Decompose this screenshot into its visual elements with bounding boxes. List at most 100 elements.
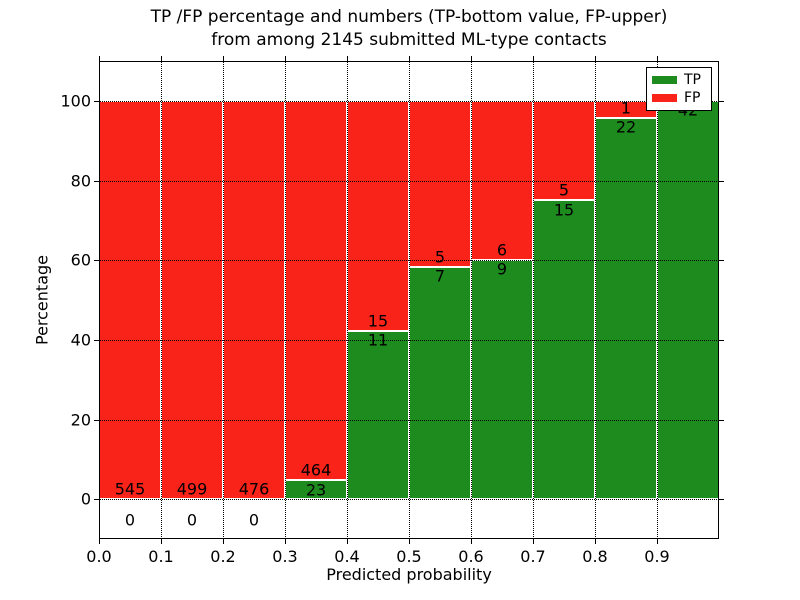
tp-count-label: 11 — [367, 330, 389, 350]
grid-line-horizontal — [99, 339, 719, 341]
tp-count-label: 22 — [615, 117, 637, 137]
x-axis-label: Predicted probability — [326, 565, 492, 584]
y-tick-mark-right — [719, 499, 724, 501]
y-tick-mark-right — [719, 419, 724, 421]
grid-line-vertical — [657, 61, 658, 539]
legend-row: FP — [652, 91, 706, 105]
fp-count-label: 464 — [300, 460, 332, 480]
grid-line-vertical — [223, 61, 224, 539]
grid-line-horizontal — [99, 180, 719, 182]
x-tick-mark-top — [595, 56, 596, 61]
bar-segment-fp — [471, 100, 533, 261]
bar-segment-fp — [161, 100, 223, 500]
x-tick-mark — [99, 539, 100, 544]
x-tick-mark — [657, 539, 658, 544]
x-tick-mark-top — [347, 56, 348, 61]
y-tick-mark-right — [719, 260, 724, 262]
bar-segment-fp — [533, 100, 595, 201]
y-tick-mark-right — [719, 339, 724, 341]
bar-segment-fp — [285, 100, 347, 481]
y-tick-mark — [94, 260, 99, 262]
y-tick-mark — [94, 180, 99, 182]
tp-count-label: 0 — [186, 510, 198, 530]
y-tick-label: 60 — [70, 250, 91, 270]
tp-count-label: 23 — [305, 480, 327, 500]
fp-count-label: 6 — [496, 240, 508, 260]
x-tick-mark-top — [409, 56, 410, 61]
x-tick-mark-top — [99, 56, 100, 61]
grid-line-vertical — [347, 61, 348, 539]
grid-line-vertical — [409, 61, 410, 539]
y-tick-label: 40 — [70, 330, 91, 350]
grid-line-vertical — [595, 61, 596, 539]
x-tick-mark-top — [471, 56, 472, 61]
x-tick-label: 0.8 — [582, 547, 608, 566]
grid-line-horizontal — [99, 260, 719, 262]
bar-segment-fp — [409, 100, 471, 267]
fp-count-label: 499 — [176, 479, 208, 499]
grid-line-vertical — [533, 61, 534, 539]
legend-swatch-fp — [652, 93, 677, 102]
tp-count-label: 0 — [124, 510, 136, 530]
tp-count-label: 7 — [434, 266, 446, 286]
x-tick-label: 0.1 — [148, 547, 174, 566]
grid-line-vertical — [161, 61, 162, 539]
x-tick-label: 0.0 — [86, 547, 112, 566]
chart-title-line2: from among 2145 submitted ML-type contac… — [211, 30, 607, 50]
fp-count-label: 1 — [620, 98, 632, 118]
y-tick-mark — [94, 499, 99, 501]
legend-swatch-tp — [652, 76, 677, 85]
y-tick-mark-right — [719, 180, 724, 182]
x-tick-mark — [595, 539, 596, 544]
x-tick-mark — [223, 539, 224, 544]
fp-count-label: 476 — [238, 479, 270, 499]
y-tick-label: 100 — [60, 91, 91, 111]
chart-title-line1: TP /FP percentage and numbers (TP-bottom… — [150, 7, 668, 27]
grid-line-horizontal — [99, 419, 719, 421]
x-tick-label: 0.5 — [396, 547, 422, 566]
bar-segment-fp — [99, 100, 161, 500]
y-tick-mark — [94, 100, 99, 102]
x-tick-mark-top — [161, 56, 162, 61]
x-tick-mark — [347, 539, 348, 544]
legend: TP FP — [646, 67, 712, 111]
bar-segment-tp — [533, 200, 595, 500]
legend-label: TP — [684, 72, 701, 89]
x-tick-mark — [285, 539, 286, 544]
bar-segment-tp — [471, 260, 533, 500]
x-tick-mark — [161, 539, 162, 544]
x-tick-label: 0.6 — [458, 547, 484, 566]
fp-count-label: 5 — [434, 247, 446, 267]
x-tick-label: 0.9 — [644, 547, 670, 566]
y-tick-mark-right — [719, 100, 724, 102]
grid-line-vertical — [285, 61, 286, 539]
x-tick-mark-top — [533, 56, 534, 61]
bar-segment-tp — [657, 100, 719, 500]
x-tick-label: 0.7 — [520, 547, 546, 566]
grid-line-horizontal — [99, 499, 719, 501]
bar-segment-tp — [595, 118, 657, 500]
x-tick-label: 0.2 — [210, 547, 236, 566]
legend-label: FP — [684, 89, 701, 106]
x-tick-mark-top — [285, 56, 286, 61]
fp-count-label: 15 — [367, 311, 389, 331]
x-tick-mark — [471, 539, 472, 544]
x-tick-mark-top — [223, 56, 224, 61]
y-tick-mark — [94, 419, 99, 421]
x-tick-mark-top — [657, 56, 658, 61]
y-tick-label: 20 — [70, 410, 91, 429]
chart-title: TP /FP percentage and numbers (TP-bottom… — [99, 6, 719, 52]
y-tick-label: 80 — [70, 171, 91, 190]
bar-segment-tp — [347, 330, 409, 500]
x-tick-mark — [409, 539, 410, 544]
y-tick-mark — [94, 339, 99, 341]
grid-line-horizontal — [99, 100, 719, 102]
x-tick-label: 0.3 — [272, 547, 298, 566]
tp-count-label: 0 — [248, 510, 260, 530]
bar-segment-fp — [347, 100, 409, 331]
bar-segment-tp — [409, 266, 471, 500]
y-tick-label: 0 — [80, 489, 91, 509]
tp-count-label: 9 — [496, 259, 508, 279]
